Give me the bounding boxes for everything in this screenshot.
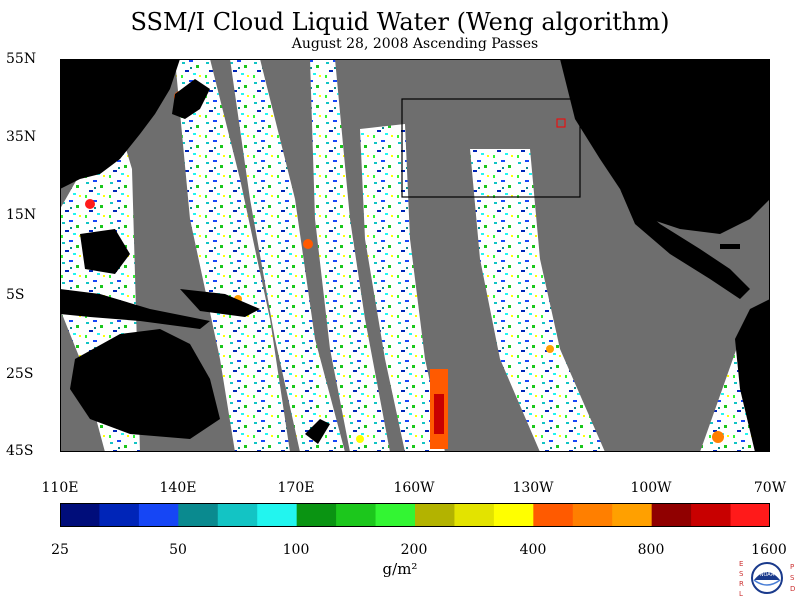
land-borneo <box>80 229 130 274</box>
colorbar-label-50: 50 <box>169 542 187 558</box>
lat-label-25s: 25S <box>6 366 34 382</box>
logo-letter-s2: S <box>790 574 795 582</box>
logo-letter-e: E <box>739 560 743 568</box>
colorbar-label-100: 100 <box>282 542 310 558</box>
colorbar-units: g/m² <box>382 560 418 578</box>
lon-label-70w: 70W <box>753 480 787 496</box>
land-new-zealand <box>305 419 330 444</box>
colorbar-label-200: 200 <box>400 542 428 558</box>
land-australia <box>70 329 220 439</box>
swath-2 <box>175 59 290 452</box>
lon-label-160w: 160W <box>393 480 435 496</box>
lat-label-45s: 45S <box>6 443 34 459</box>
colorbar-swatch <box>375 503 416 527</box>
lat-label-15n: 15N <box>6 207 37 223</box>
colorbar-label-800: 800 <box>637 542 665 558</box>
noaa-logo: E S R L NOAA P S D <box>736 556 798 600</box>
lon-label-130w: 130W <box>512 480 554 496</box>
colorbar-label-25: 25 <box>51 542 69 558</box>
colorbar-swatch <box>493 503 534 527</box>
land-new-guinea <box>180 289 260 317</box>
colorbar-swatch <box>99 503 140 527</box>
colorbar-swatch <box>60 503 100 527</box>
lat-label-5s: 5S <box>6 287 25 303</box>
lat-label-35n: 35N <box>6 129 37 145</box>
region-box <box>401 98 581 198</box>
swaths <box>60 59 770 452</box>
logo-letter-d: D <box>790 585 795 593</box>
land-asia <box>60 59 180 189</box>
colorbar-label-400: 400 <box>519 542 547 558</box>
colorbar-swatch <box>730 503 770 527</box>
logo-letter-r: R <box>739 580 744 588</box>
lon-label-140e: 140E <box>159 480 197 496</box>
lon-label-100w: 100W <box>630 480 672 496</box>
point-marker <box>556 118 566 128</box>
chart-title: SSM/I Cloud Liquid Water (Weng algorithm… <box>130 8 670 36</box>
chart-subtitle: August 28, 2008 Ascending Passes <box>291 36 539 52</box>
colorbar-swatch <box>178 503 219 527</box>
land-north-america <box>560 59 770 234</box>
colorbar-swatch <box>533 503 574 527</box>
lon-label-110e: 110E <box>41 480 79 496</box>
logo-center-text: NOAA <box>760 572 775 578</box>
colorbar-swatch <box>296 503 337 527</box>
logo-letter-l: L <box>739 590 743 598</box>
logo-letter-p: P <box>790 563 794 571</box>
lon-label-170e: 170E <box>277 480 315 496</box>
colorbar-swatch <box>572 503 613 527</box>
colorbar-swatch <box>691 503 732 527</box>
swath-3 <box>230 59 345 452</box>
colorbar-swatch <box>257 503 298 527</box>
lat-label-55n: 55N <box>6 51 37 67</box>
colorbar-swatch <box>651 503 692 527</box>
colorbar-label-1600: 1600 <box>751 542 787 558</box>
swath-4 <box>310 59 390 452</box>
land-indonesia <box>60 289 210 329</box>
land-south-america <box>735 299 770 452</box>
colorbar-swatch <box>415 503 455 527</box>
logo-letter-s: S <box>739 570 744 578</box>
colorbar <box>60 503 770 527</box>
swath-6 <box>470 149 605 452</box>
colorbar-swatch <box>454 503 495 527</box>
land-japan <box>172 79 210 119</box>
land-central-america <box>620 189 750 299</box>
colorbar-swatch <box>138 503 179 527</box>
colorbar-swatch <box>336 503 377 527</box>
swath-5 <box>360 124 445 452</box>
land <box>60 59 770 452</box>
colorbar-swatch <box>217 503 258 527</box>
cloud-liquid-water-map <box>60 59 770 452</box>
colorbar-swatch <box>612 503 653 527</box>
